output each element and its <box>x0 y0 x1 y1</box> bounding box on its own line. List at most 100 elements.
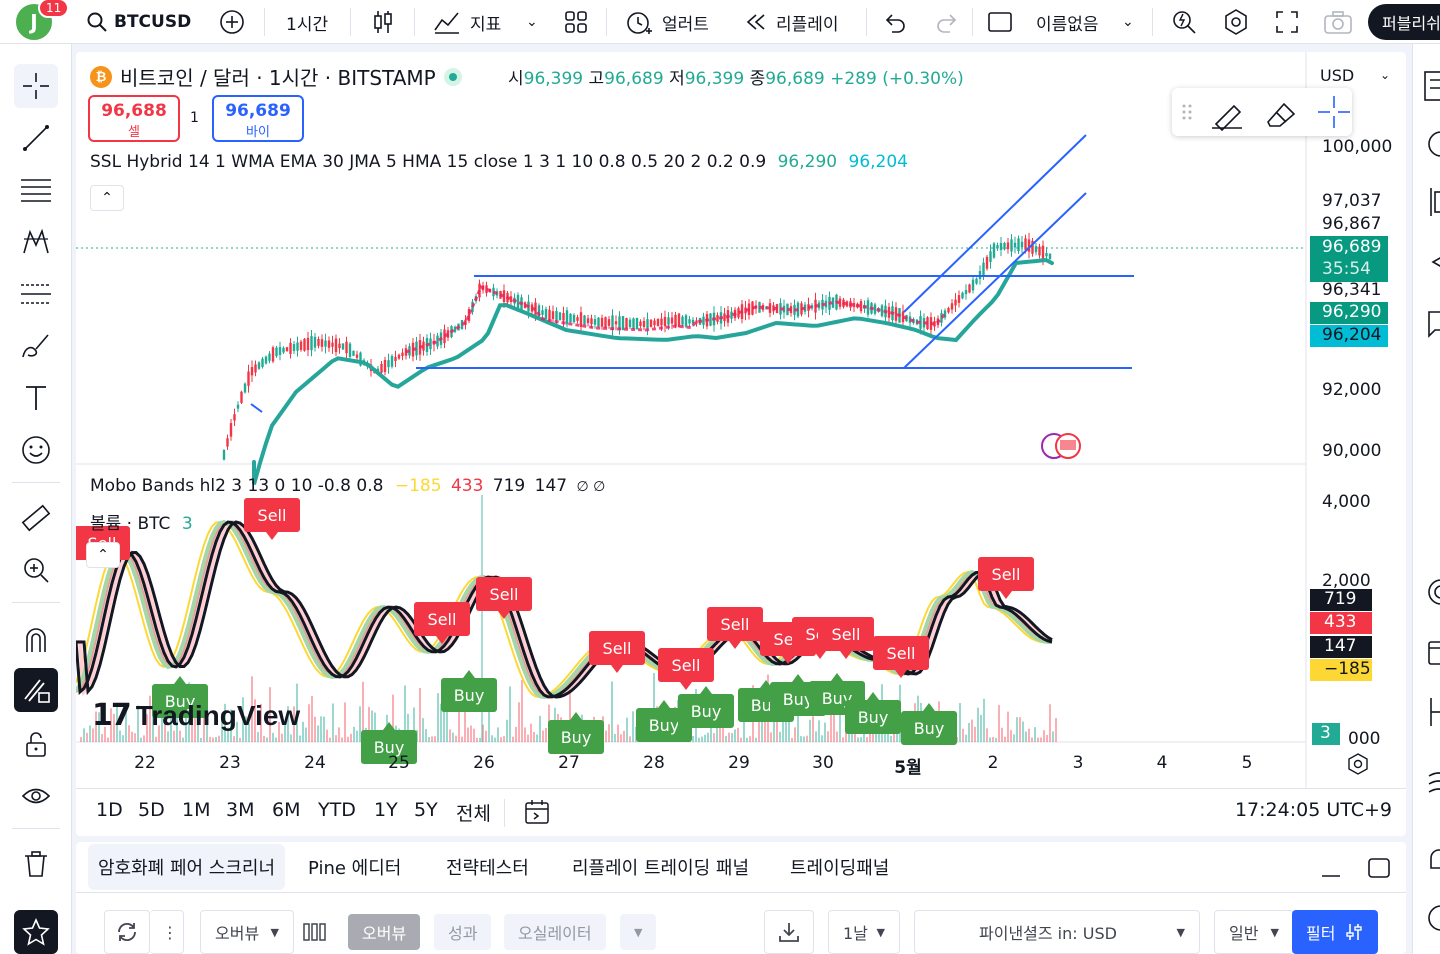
settings-button[interactable] <box>1222 0 1250 44</box>
brush-tool[interactable] <box>14 324 58 368</box>
news-icon[interactable] <box>1421 244 1440 284</box>
compare-symbol-button[interactable] <box>218 0 246 44</box>
candle-body <box>593 319 597 325</box>
fib-tool[interactable] <box>14 168 58 212</box>
magnet-tool[interactable] <box>14 618 58 662</box>
tab-pine-editor[interactable]: Pine 에디터 <box>308 858 402 879</box>
ideas-icon[interactable] <box>1421 574 1440 614</box>
snapshot-button[interactable] <box>1322 0 1354 44</box>
filter-button[interactable]: 필터 <box>1292 910 1378 954</box>
crosshair-blue-icon[interactable] <box>1318 96 1350 128</box>
view-select[interactable]: 오버뷰 ▼ <box>200 910 294 954</box>
replay-button[interactable]: 리플레이 <box>744 0 839 44</box>
forecast-tool[interactable] <box>14 272 58 316</box>
symbol-legend[interactable]: ₿ 비트코인 / 달러 · 1시간 · BITSTAMP <box>90 62 462 91</box>
range-6m-button[interactable]: 6M <box>272 799 301 821</box>
streams-icon[interactable] <box>1421 766 1440 806</box>
candle-body <box>275 347 278 357</box>
range-1m-button[interactable]: 1M <box>182 799 211 821</box>
go-to-date-button[interactable] <box>522 797 552 831</box>
ssl-hybrid-legend[interactable]: SSL Hybrid 14 1 WMA EMA 30 JMA 5 HMA 15 … <box>90 152 908 172</box>
range-all-button[interactable]: 전체 <box>456 803 491 825</box>
currency-select[interactable]: USD ⌄ <box>1312 60 1398 90</box>
mobo-bands-legend[interactable]: Mobo Bands hl2 3 13 0 10 -0.8 0.8 −185 4… <box>90 476 605 496</box>
filter-label: 필터 <box>1306 924 1336 943</box>
highlighter-icon[interactable] <box>1212 104 1242 132</box>
alert-button[interactable]: 얼러트 <box>624 0 709 44</box>
lock-drawings-tool[interactable] <box>14 722 58 766</box>
minimize-panel-button[interactable] <box>1320 856 1344 884</box>
range-1y-button[interactable]: 1Y <box>374 799 398 821</box>
publish-button[interactable]: 퍼블리쉬 <box>1368 4 1440 40</box>
ruler-tool[interactable] <box>14 496 58 540</box>
range-ytd-button[interactable]: YTD <box>318 799 356 821</box>
interval-select[interactable]: 1날 ▼ <box>828 910 900 954</box>
favorites-tool[interactable] <box>14 910 58 954</box>
screener-tab-oscillators[interactable]: 오실레이터 <box>504 914 606 950</box>
chart-panel[interactable]: Sell Sell Sell Sell Sell Sell Sell Sell Sell Sell… <box>76 52 1406 836</box>
tab-replay-trading-panel[interactable]: 리플레이 트레이딩 패널 <box>572 858 750 879</box>
sell-button[interactable]: 96,688 셀 <box>88 95 180 142</box>
crosshair-tool[interactable] <box>14 64 58 108</box>
export-button[interactable] <box>764 910 814 954</box>
volume-bar <box>302 721 304 742</box>
interval-button[interactable]: 1시간 <box>286 14 329 35</box>
text-tool[interactable] <box>14 376 58 420</box>
volume-legend[interactable]: 볼륨 · BTC 3 <box>90 509 193 534</box>
pattern-tool[interactable] <box>14 220 58 264</box>
more-tabs-button[interactable]: ▼ <box>620 914 657 950</box>
range-5d-button[interactable]: 5D <box>138 799 165 821</box>
maximize-panel-button[interactable] <box>1366 856 1392 884</box>
candle-body <box>992 243 996 258</box>
indicators-button[interactable]: 지표 <box>432 0 501 44</box>
remove-drawings-tool[interactable] <box>14 842 58 886</box>
collapse-pane-button[interactable]: ⌃ <box>86 542 120 568</box>
volume-bar <box>764 708 766 742</box>
redo-button[interactable] <box>934 0 960 44</box>
mobo-value-2: 433 <box>450 476 484 496</box>
fullscreen-button[interactable] <box>1274 0 1300 44</box>
range-1d-button[interactable]: 1D <box>96 799 123 821</box>
calendar-icon[interactable] <box>1421 634 1440 674</box>
fundamentals-select[interactable]: 파이낸셜즈 in: USD ▼ <box>914 910 1200 954</box>
layout-grid-button[interactable] <box>562 0 590 44</box>
watchlist-icon[interactable] <box>1421 68 1440 108</box>
stay-in-drawing-mode-tool[interactable] <box>14 668 58 712</box>
drag-handle-icon[interactable] <box>1182 104 1192 120</box>
zoom-tool[interactable] <box>14 548 58 592</box>
layout-name-button[interactable]: 이름없음 <box>986 0 1099 44</box>
axis-settings-button[interactable] <box>1346 752 1370 780</box>
range-3m-button[interactable]: 3M <box>226 799 255 821</box>
screener-tab-performance[interactable]: 성과 <box>434 914 492 950</box>
more-options-button[interactable]: ⋮ <box>150 910 184 954</box>
notifications-icon[interactable] <box>1421 842 1440 882</box>
chat-icon[interactable] <box>1421 304 1440 344</box>
hide-drawings-tool[interactable] <box>14 774 58 818</box>
refresh-button[interactable] <box>104 910 150 954</box>
collapse-legend-button[interactable]: ⌃ <box>90 185 124 211</box>
indicators-dropdown-icon[interactable]: ⌄ <box>526 14 538 30</box>
timezone-clock[interactable]: 17:24:05 UTC+9 <box>1234 799 1392 821</box>
range-5y-button[interactable]: 5Y <box>414 799 438 821</box>
screener-tab-overview[interactable]: 오버뷰 <box>348 914 421 950</box>
buy-button[interactable]: 96,689 바이 <box>212 95 304 142</box>
layout-dropdown-icon[interactable]: ⌄ <box>1122 14 1134 30</box>
quick-search-button[interactable] <box>1170 0 1198 44</box>
trend-line-tool[interactable] <box>14 116 58 160</box>
chart-type-button[interactable] <box>370 0 396 44</box>
emoji-tool[interactable] <box>14 428 58 472</box>
alerts-clock-icon[interactable] <box>1421 126 1440 166</box>
tab-strategy-tester[interactable]: 전략테스터 <box>446 858 529 879</box>
tab-crypto-screener[interactable]: 암호화폐 페어 스크리너 <box>88 844 286 890</box>
help-icon[interactable] <box>1421 900 1440 940</box>
depth-icon[interactable] <box>1421 694 1440 734</box>
eraser-icon[interactable] <box>1267 102 1296 127</box>
volume-bar <box>992 737 994 742</box>
symbol-search-button[interactable]: BTCUSD <box>86 0 191 44</box>
data-window-icon[interactable] <box>1421 184 1440 224</box>
undo-button[interactable] <box>882 0 908 44</box>
general-select[interactable]: 일반 ▼ <box>1214 910 1294 954</box>
columns-button[interactable] <box>302 922 326 946</box>
tab-trading-panel[interactable]: 트레이딩패널 <box>790 858 890 879</box>
